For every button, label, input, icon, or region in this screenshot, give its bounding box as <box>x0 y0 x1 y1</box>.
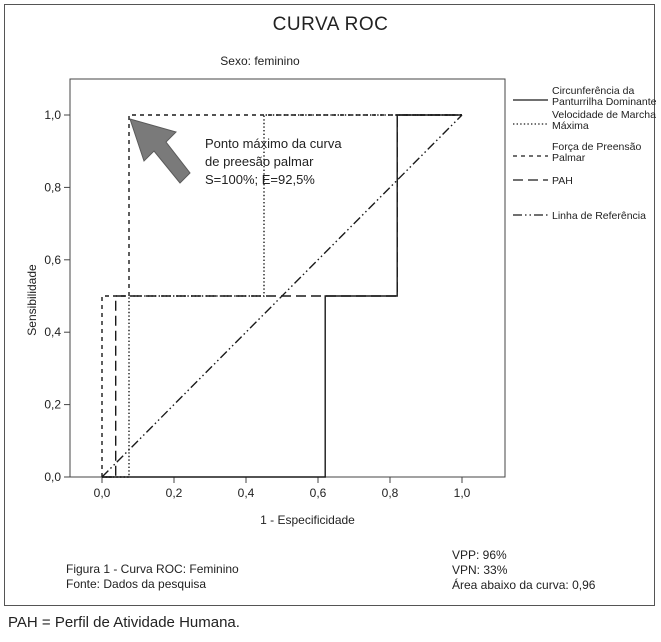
y-tick-label: 0,2 <box>44 398 61 412</box>
series-line-3 <box>101 114 462 477</box>
series-line-2 <box>102 114 462 478</box>
annotation-arrow <box>129 118 191 184</box>
y-tick-label: 0,6 <box>44 253 61 267</box>
x-axis-label: 1 - Especificidade <box>260 513 355 527</box>
stat-vpn: VPN: 33% <box>452 563 508 577</box>
y-tick-label: 1,0 <box>44 108 61 122</box>
stat-auc: Área abaixo da curva: 0,96 <box>452 578 596 592</box>
y-tick-label: 0,4 <box>44 325 61 339</box>
footer-note: PAH = Perfil de Atividade Humana. <box>8 614 240 631</box>
figure-caption: Figura 1 - Curva ROC: Feminino <box>66 562 239 576</box>
x-tick-label: 0,8 <box>382 486 399 500</box>
x-tick-label: 0,2 <box>166 486 183 500</box>
x-tick-label: 1,0 <box>454 486 471 500</box>
y-axis-label: Sensibilidade <box>25 264 39 336</box>
series-line-4 <box>102 114 462 478</box>
x-tick-label: 0,4 <box>238 486 255 500</box>
chart-subtitle: Sexo: feminino <box>220 54 300 68</box>
legend-label-5: Linha de Referência <box>552 210 646 222</box>
x-tick-label: 0,0 <box>94 486 111 500</box>
legend-label-2: Velocidade de Marcha Máxima <box>552 109 656 132</box>
legend-label-3: Força de Preensão Palmar <box>552 141 641 164</box>
legend-label-1: Circunferência da Panturrilha Dominante <box>552 85 657 108</box>
chart-frame <box>4 4 655 606</box>
annotation-text: de preesão palmar <box>205 154 314 169</box>
annotation-text: S=100%; E=92,5% <box>205 172 315 187</box>
series-line-5 <box>101 114 463 478</box>
chart-title: CURVA ROC <box>272 14 389 35</box>
legend-label-4: PAH <box>552 175 573 187</box>
y-tick-label: 0,8 <box>44 180 61 194</box>
y-tick-label: 0,0 <box>44 470 61 484</box>
annotation-text: Ponto máximo da curva <box>205 136 342 151</box>
x-tick-label: 0,6 <box>310 486 327 500</box>
stat-vpp: VPP: 96% <box>452 548 507 562</box>
figure-source: Fonte: Dados da pesquisa <box>66 577 207 591</box>
